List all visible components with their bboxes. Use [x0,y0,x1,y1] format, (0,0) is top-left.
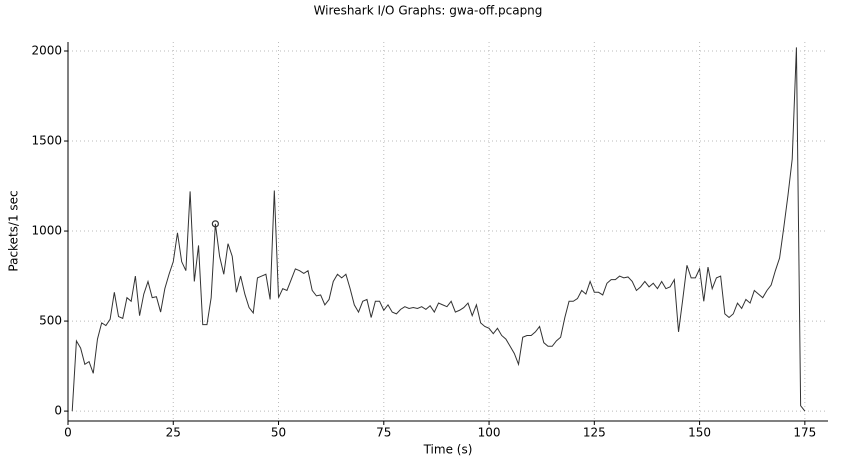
y-axis-label: Packets/1 sec [7,190,21,271]
y-tick-label: 1500 [31,134,62,148]
highlight-point [211,220,219,228]
y-tick-label: 500 [39,314,62,328]
x-tick-label: 125 [583,426,606,440]
y-tick-label: 1000 [31,224,62,238]
y-tick-label: 0 [54,404,62,418]
x-tick-label: 175 [793,426,816,440]
x-axis-label: Time (s) [423,443,473,457]
x-tick-label: 0 [64,426,72,440]
x-tick-label: 100 [478,426,501,440]
y-tick-label: 2000 [31,44,62,58]
x-tick-label: 75 [376,426,391,440]
data-line [71,47,806,412]
x-tick-label: 50 [271,426,286,440]
x-tick-label: 150 [688,426,711,440]
x-tick-label: 25 [166,426,181,440]
chart-title: Wireshark I/O Graphs: gwa-off.pcapng [314,4,543,18]
